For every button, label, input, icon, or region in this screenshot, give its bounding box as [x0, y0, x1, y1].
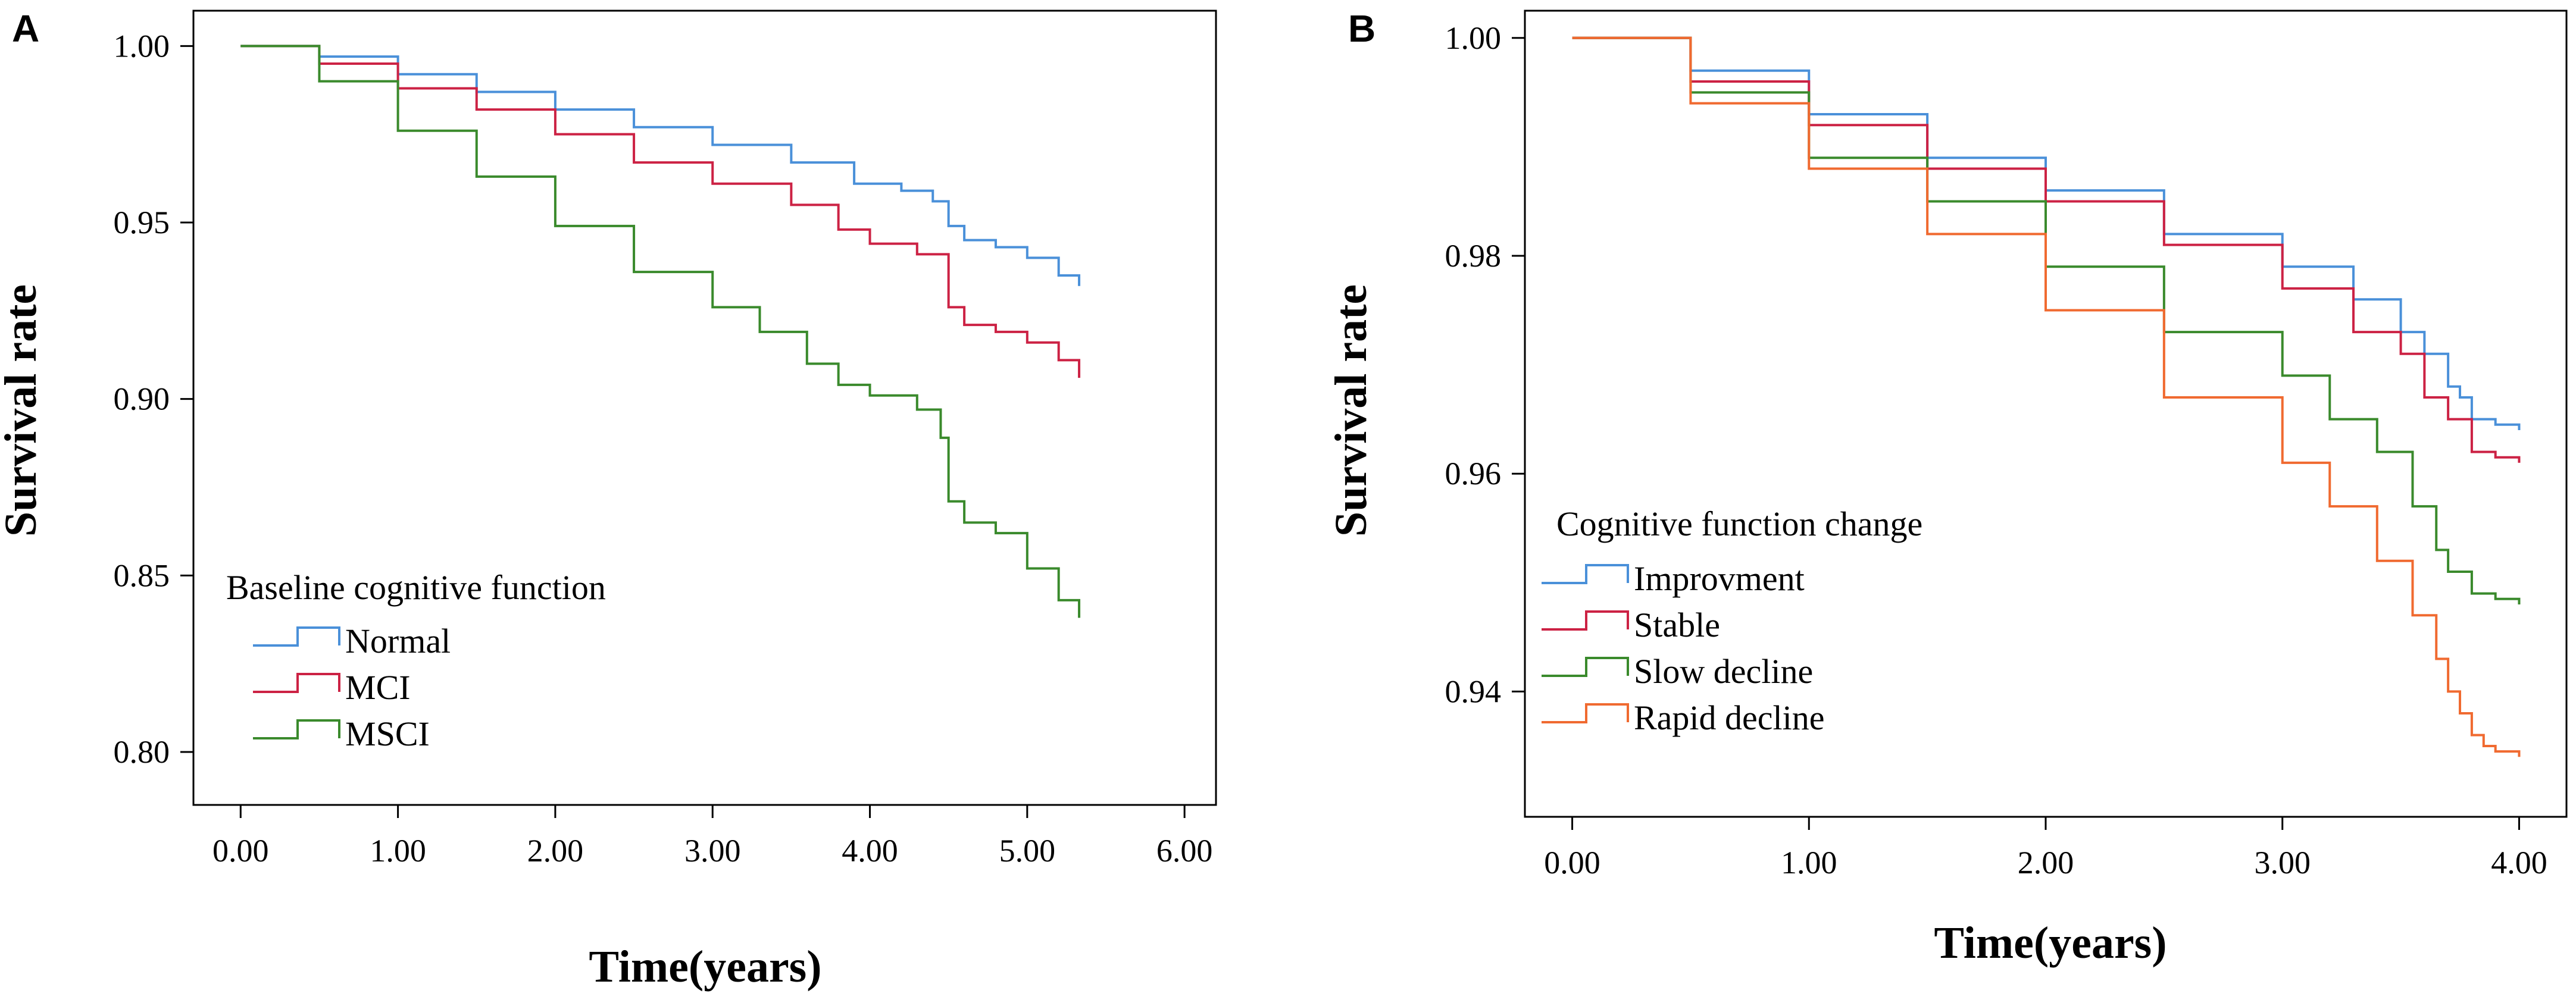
x-tick-label: 0.00 [212, 833, 269, 869]
panel-b-y-axis: 0.94 0.96 0.98 1.00 [1445, 20, 1525, 709]
panel-b-plot-frame [1524, 10, 2568, 818]
panel-b-legend: Improvment Stable Slow decline Rapid declin… [1542, 559, 1825, 737]
panel-b-legend-title: Cognitive function change [1556, 504, 1922, 543]
y-tick-label: 0.85 [114, 557, 170, 593]
legend-swatch-stable [1542, 610, 1629, 631]
legend-swatch-mci [253, 673, 340, 693]
panel-b: B 0.940.960.981.00 0.00 1.00 2.00 3.00 4.00 … [1326, 7, 2568, 968]
x-tick-label: 1.00 [1781, 845, 1837, 880]
legend-label-mci: MCI [345, 668, 411, 707]
panel-a-legend: Normal MCI MSCI [253, 622, 451, 753]
x-tick-label: 2.00 [2018, 845, 2074, 880]
x-tick-label: 3.00 [2254, 845, 2311, 880]
series-line-rapid-decline [1572, 36, 2521, 757]
legend-label-stable: Stable [1634, 606, 1720, 644]
legend-label-rapid-decline: Rapid decline [1634, 698, 1825, 737]
x-tick-label: 3.00 [684, 833, 741, 869]
series-line-stable [1572, 36, 2521, 463]
legend-label-normal: Normal [345, 622, 451, 660]
panel-a-letter: A [12, 7, 39, 50]
panel-a-x-axis: 0.00 1.00 2.00 3.00 4.00 5.00 6.00 [212, 805, 1212, 869]
series-line-slow-decline [1572, 36, 2521, 604]
panel-a-y-axis-title: Survival rate [0, 284, 46, 537]
y-tick-label: 0.94 [1445, 673, 1502, 709]
panel-a: A 0.80 0.85 0.90 0.95 1.00 0.00 1.00 2.00 3.00 4… [0, 7, 1217, 992]
panel-a-curves [240, 45, 1081, 618]
y-tick-label: 1.00 [114, 28, 170, 64]
x-tick-label: 6.00 [1156, 833, 1213, 869]
panel-b-y-axis-title: Survival rate [1326, 284, 1376, 537]
x-tick-label: 1.00 [370, 833, 426, 869]
panel-b-letter: B [1348, 7, 1375, 50]
legend-label-msci: MSCI [345, 714, 430, 753]
panel-a-x-axis-title: Time(years) [589, 942, 821, 992]
legend-label-slow-decline: Slow decline [1634, 652, 1813, 691]
legend-swatch-slow-decline [1542, 657, 1629, 677]
series-line-normal [240, 45, 1081, 286]
legend-label-improvment: Improvment [1634, 559, 1805, 598]
panel-a-legend-title: Baseline cognitive function [226, 568, 606, 607]
y-tick-label: 0.95 [114, 205, 170, 240]
x-tick-label: 2.00 [527, 833, 584, 869]
panel-a-y-axis: 0.80 0.85 0.90 0.95 1.00 [114, 28, 193, 770]
panel-b-x-axis-title: Time(years) [1934, 918, 2167, 968]
legend-swatch-msci [253, 719, 340, 739]
legend-swatch-improvment [1542, 564, 1629, 584]
y-tick-label: 0.96 [1445, 456, 1502, 491]
x-tick-label: 0.00 [1544, 845, 1600, 880]
x-tick-label: 5.00 [999, 833, 1056, 869]
x-tick-label: 4.00 [842, 833, 898, 869]
legend-swatch-normal [253, 626, 340, 647]
y-tick-label: 1.00 [1445, 20, 1502, 56]
panel-a-plot-frame [192, 10, 1217, 806]
legend-swatch-rapid-decline [1542, 703, 1629, 723]
y-tick-label: 0.80 [114, 734, 170, 770]
panel-b-x-axis: 0.00 1.00 2.00 3.00 4.00 [1544, 817, 2547, 880]
y-tick-label: 0.90 [114, 381, 170, 417]
panel-b-curves [1572, 36, 2521, 757]
series-line-msci [240, 45, 1081, 618]
series-line-mci [240, 45, 1081, 378]
y-tick-label: 0.98 [1445, 238, 1502, 274]
x-tick-label: 4.00 [2491, 845, 2547, 880]
